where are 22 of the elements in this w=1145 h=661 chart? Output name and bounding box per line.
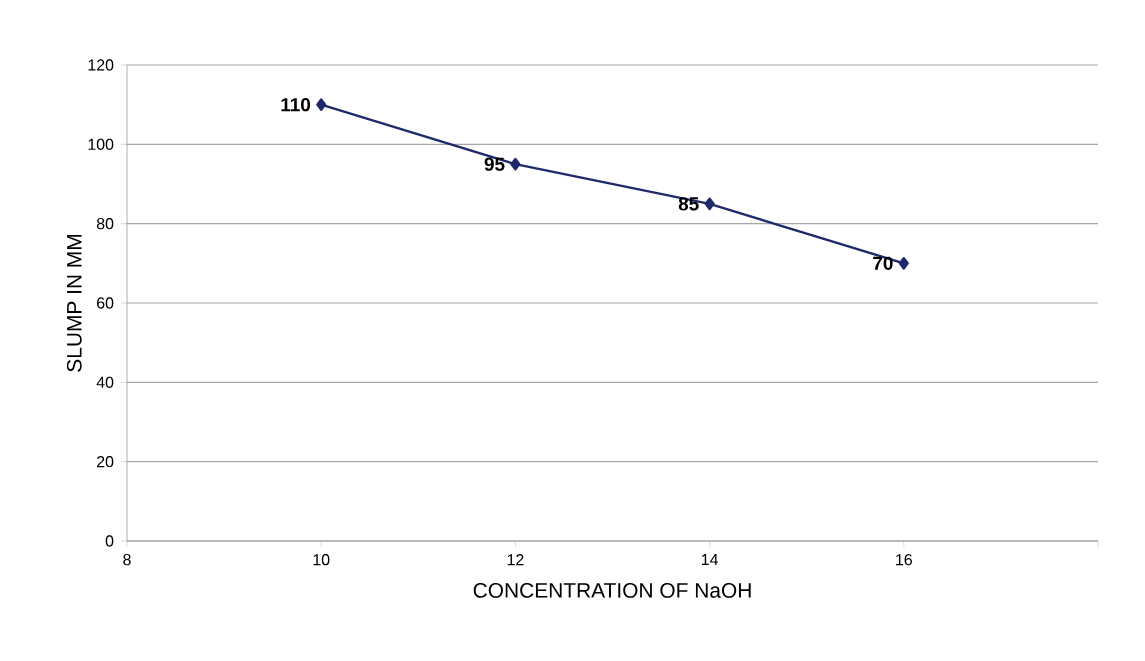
point	[316, 98, 327, 112]
x-tick-label: 12	[507, 554, 524, 566]
data-label: 95	[484, 157, 505, 171]
data-label: 110	[281, 97, 311, 112]
x-tick-label: 8	[123, 554, 131, 566]
x-tick-label: 14	[701, 554, 719, 566]
y-tick-label: 100	[88, 138, 114, 150]
point	[510, 157, 521, 171]
x-tick-label: 16	[896, 554, 912, 566]
y-tick-label: 120	[88, 59, 114, 71]
y-tick-label: 20	[97, 456, 114, 468]
data-label: 70	[873, 256, 893, 271]
y-tick-label: 60	[97, 297, 114, 309]
point	[704, 197, 715, 211]
y-tick-label: 0	[105, 535, 114, 547]
point	[898, 256, 909, 270]
data-label: 85	[678, 197, 699, 211]
x-tick-label: 10	[313, 554, 330, 566]
y-axis-title: SLUMP IN MM	[66, 235, 82, 372]
y-tick-label: 40	[96, 376, 114, 388]
y-tick-label: 80	[96, 218, 114, 230]
x-axis-title: CONCENTRATION OF NaOH	[473, 583, 751, 598]
